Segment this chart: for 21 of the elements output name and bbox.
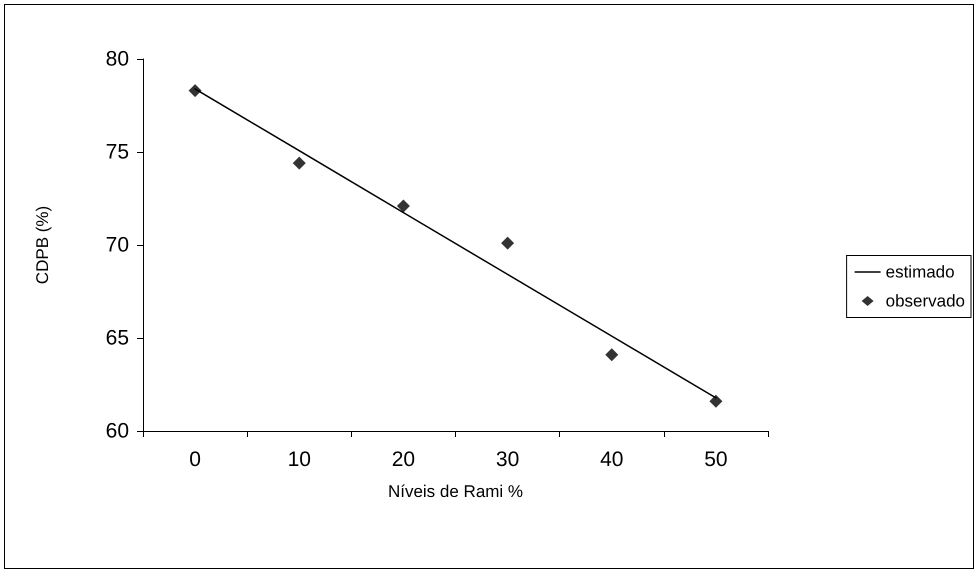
y-tick-label: 75 xyxy=(106,140,129,164)
y-tick-label: 60 xyxy=(106,420,129,442)
x-tick-label: 30 xyxy=(496,448,520,471)
x-tick-label: 40 xyxy=(600,448,624,471)
point xyxy=(188,84,202,98)
point xyxy=(605,348,618,362)
x-tick-label: 50 xyxy=(704,448,728,471)
point xyxy=(396,199,410,212)
point xyxy=(292,156,306,170)
x-tick-label: 10 xyxy=(288,448,311,471)
x-tick-label: 0 xyxy=(189,448,201,471)
legend-label: observado xyxy=(886,292,965,310)
point xyxy=(709,394,722,408)
y-tick-label: 80 xyxy=(106,48,129,70)
y-axis-title: CDPB (%) xyxy=(33,206,52,284)
x-tick-label: 20 xyxy=(392,448,416,471)
legend-label: estimado xyxy=(886,262,955,282)
x-axis-title: Níveis de Rami % xyxy=(388,482,524,501)
y-tick-label: 65 xyxy=(106,326,129,350)
y-tick-label: 70 xyxy=(106,234,129,256)
point xyxy=(501,236,514,250)
